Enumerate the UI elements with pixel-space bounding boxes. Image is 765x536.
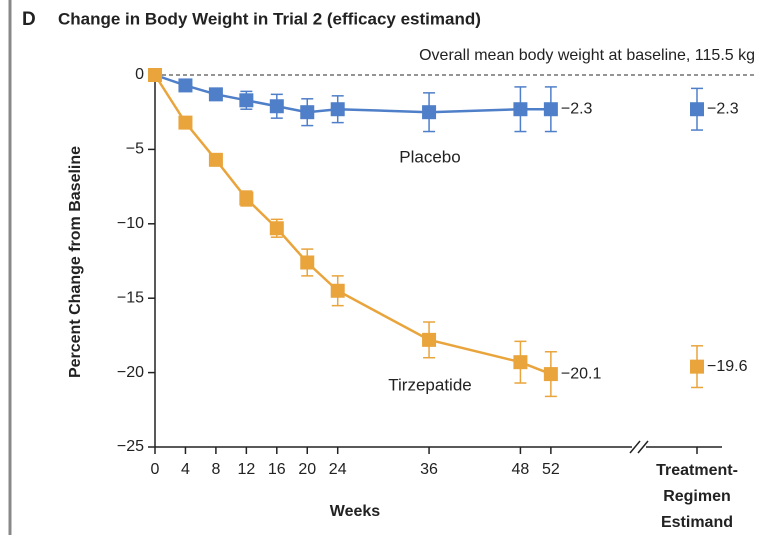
marker: [543, 102, 558, 117]
marker: [178, 115, 193, 130]
value-label: −19.6: [707, 358, 748, 375]
y-tick-label: −5: [126, 141, 144, 158]
x-tick-label: 0: [151, 461, 160, 478]
marker: [148, 68, 162, 82]
x-tick-label: 36: [420, 461, 438, 478]
marker: [330, 283, 345, 298]
estimand-label: Treatment-Regimen Estimand: [656, 462, 738, 531]
series-line: [153, 74, 552, 376]
x-tick-label: 24: [329, 461, 347, 478]
marker: [239, 93, 254, 108]
marker: [208, 87, 223, 102]
marker: [239, 191, 254, 206]
x-axis-label: Weeks: [330, 503, 381, 520]
marker: [300, 255, 315, 270]
marker: [269, 99, 284, 114]
x-tick-label: 4: [181, 461, 190, 478]
x-tick-label: 16: [268, 461, 286, 478]
y-tick-label: −25: [117, 438, 144, 455]
marker: [543, 367, 558, 382]
marker: [422, 332, 437, 347]
series-label: Placebo: [399, 147, 460, 166]
x-tick-label: 20: [298, 461, 316, 478]
series-line: [154, 73, 551, 114]
y-tick-label: 0: [135, 66, 144, 83]
value-label: −20.1: [561, 365, 602, 382]
y-tick-label: −15: [117, 289, 144, 306]
chart-title: Change in Body Weight in Trial 2 (effica…: [58, 9, 481, 28]
series-label: Tirzepatide: [388, 375, 471, 394]
x-tick-label: 8: [211, 461, 220, 478]
annotation: Overall mean body weight at baseline, 11…: [419, 47, 755, 64]
marker: [178, 78, 193, 93]
y-tick-label: −20: [117, 364, 144, 381]
panel-label: D: [22, 9, 36, 30]
marker: [422, 105, 437, 120]
marker: [300, 105, 315, 120]
marker: [208, 152, 223, 167]
axis-break: [629, 440, 641, 454]
x-tick-label: 52: [542, 461, 560, 478]
x-tick-label: 12: [237, 461, 255, 478]
marker: [330, 102, 345, 117]
value-label: −2.3: [707, 100, 739, 117]
value-label: −2.3: [561, 100, 593, 117]
marker: [513, 102, 528, 117]
marker: [690, 102, 704, 117]
marker: [690, 359, 704, 374]
y-tick-label: −10: [117, 215, 144, 232]
marker: [269, 221, 284, 236]
y-axis-label: Percent Change from Baseline: [67, 146, 84, 378]
marker: [513, 355, 528, 370]
axis-break: [637, 440, 649, 454]
x-tick-label: 48: [512, 461, 530, 478]
